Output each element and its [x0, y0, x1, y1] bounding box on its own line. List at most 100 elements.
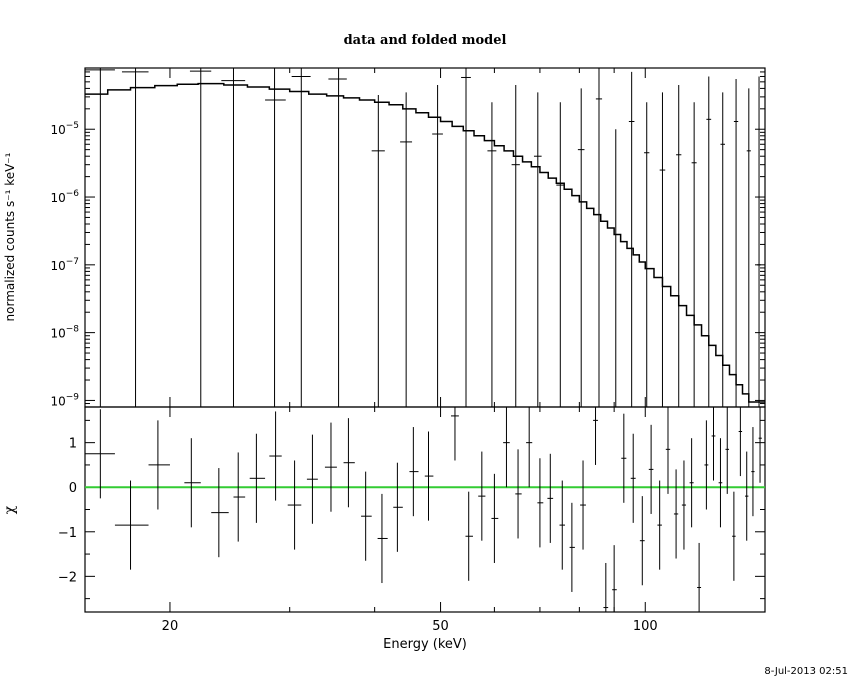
residual-point — [515, 449, 522, 539]
residual-point — [630, 433, 636, 523]
residual-point — [114, 480, 149, 570]
data-point — [461, 68, 471, 407]
data-point — [720, 92, 726, 407]
y-tick-label: −2 — [58, 570, 77, 585]
residual-point — [745, 451, 749, 541]
residual-point — [657, 480, 662, 570]
residual-point — [377, 493, 388, 584]
residual-point — [612, 545, 617, 612]
y-tick-label: 10−9 — [50, 392, 79, 408]
residual-point — [451, 407, 459, 461]
residual-point — [697, 542, 702, 612]
data-point — [291, 68, 311, 407]
data-point — [733, 79, 739, 407]
y-tick-label: 10−6 — [50, 189, 79, 205]
data-point — [676, 84, 682, 407]
top-panel: 10−9 10−8 10−7 10−6 10−5 — [50, 67, 766, 408]
residual-point — [85, 409, 115, 499]
residual-point — [491, 473, 499, 563]
x-tick-label: 20 — [162, 619, 179, 634]
residual-point — [287, 460, 302, 550]
x-axis-label: Energy (keV) — [383, 637, 467, 652]
bottom-plot-frame — [84, 406, 766, 613]
data-point — [612, 129, 619, 408]
y-tick-label: 10−5 — [50, 121, 79, 137]
y-tick-label: 10−7 — [50, 257, 79, 273]
data-point — [487, 102, 497, 407]
residual-point — [503, 407, 510, 488]
data-point — [577, 88, 585, 407]
residual-point — [580, 460, 586, 550]
data-point — [511, 84, 520, 407]
residual-point — [343, 418, 355, 508]
residual-point — [424, 431, 434, 521]
data-point — [691, 102, 697, 407]
residual-point — [233, 452, 246, 542]
residual-point — [665, 407, 671, 494]
data-point — [644, 102, 650, 407]
data-point — [659, 92, 666, 407]
data-point — [85, 68, 115, 407]
y-tick-label: 0 — [69, 481, 77, 496]
residual-point — [478, 451, 486, 541]
data-point — [706, 76, 712, 407]
data-point — [746, 88, 751, 407]
bottom-y-axis-label: χ — [2, 505, 18, 514]
residual-point — [673, 469, 679, 559]
model-line — [85, 82, 765, 403]
data-point — [400, 92, 413, 407]
residual-point — [324, 422, 337, 512]
data-point — [371, 94, 385, 407]
y-tick-label: 10−8 — [50, 325, 79, 341]
residual-point — [725, 407, 730, 494]
residual-point — [718, 438, 723, 528]
y-tick-label: −1 — [58, 526, 77, 541]
residual-point — [621, 413, 627, 503]
residual-point — [711, 407, 716, 481]
x-tick-label: 50 — [432, 619, 449, 634]
data-point — [595, 68, 603, 407]
data-point — [556, 102, 565, 407]
data-point — [628, 71, 635, 407]
top-plot-frame — [84, 67, 766, 408]
residual-point — [639, 496, 645, 586]
data-point — [533, 92, 542, 407]
residual-point — [184, 438, 201, 528]
data-point — [189, 68, 212, 407]
residual-point — [526, 407, 533, 488]
data-point — [221, 68, 246, 407]
residual-point — [537, 458, 544, 548]
residual-point — [593, 407, 598, 465]
residual-point — [148, 420, 170, 510]
timestamp: 8-Jul-2013 02:51 — [764, 666, 848, 677]
residual-point — [409, 427, 419, 517]
top-y-axis-label: normalized counts s⁻¹ keV⁻¹ — [3, 152, 17, 321]
data-point — [432, 84, 443, 407]
residual-point — [547, 453, 554, 543]
residual-point — [681, 460, 687, 550]
residual-point — [732, 491, 736, 581]
residual-point — [648, 424, 654, 514]
data-point — [265, 68, 286, 407]
residual-point — [465, 491, 473, 581]
residual-point — [751, 427, 755, 517]
bottom-panel: 20 50 100 −2 −1 0 1 — [58, 406, 766, 634]
x-tick-label: 100 — [633, 619, 658, 634]
residual-point — [211, 468, 229, 558]
data-point — [121, 68, 149, 407]
residual-point — [269, 411, 282, 501]
residual-point — [559, 480, 565, 570]
residual-point — [758, 407, 762, 483]
data-point — [757, 76, 762, 407]
chart-title: data and folded model — [344, 33, 507, 48]
residual-point — [306, 434, 318, 524]
residual-point — [249, 433, 266, 523]
y-tick-label: 1 — [69, 437, 77, 452]
residual-point — [393, 462, 403, 552]
residual-point — [738, 407, 743, 477]
residual-point — [361, 471, 372, 561]
data-point — [328, 68, 347, 407]
residual-point — [603, 562, 609, 612]
residual-point — [704, 420, 709, 510]
